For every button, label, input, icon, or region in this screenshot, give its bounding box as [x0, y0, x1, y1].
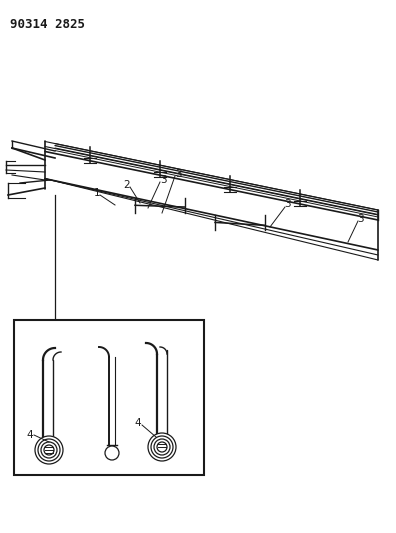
- Circle shape: [35, 436, 63, 464]
- Text: 2: 2: [124, 180, 130, 190]
- Circle shape: [105, 446, 119, 460]
- Circle shape: [151, 436, 173, 458]
- Circle shape: [38, 439, 60, 461]
- Text: 90314 2825: 90314 2825: [10, 18, 85, 31]
- Text: 4: 4: [27, 430, 33, 440]
- Circle shape: [154, 439, 170, 455]
- Circle shape: [157, 442, 167, 452]
- Text: 4: 4: [135, 418, 141, 428]
- Text: 3: 3: [175, 169, 181, 179]
- Circle shape: [148, 433, 176, 461]
- Text: 3: 3: [284, 199, 290, 209]
- Text: 3: 3: [357, 214, 363, 224]
- Circle shape: [44, 445, 54, 455]
- Bar: [14, 320, 204, 475]
- Text: 3: 3: [160, 175, 166, 185]
- Circle shape: [41, 442, 57, 458]
- Text: 1: 1: [94, 188, 100, 198]
